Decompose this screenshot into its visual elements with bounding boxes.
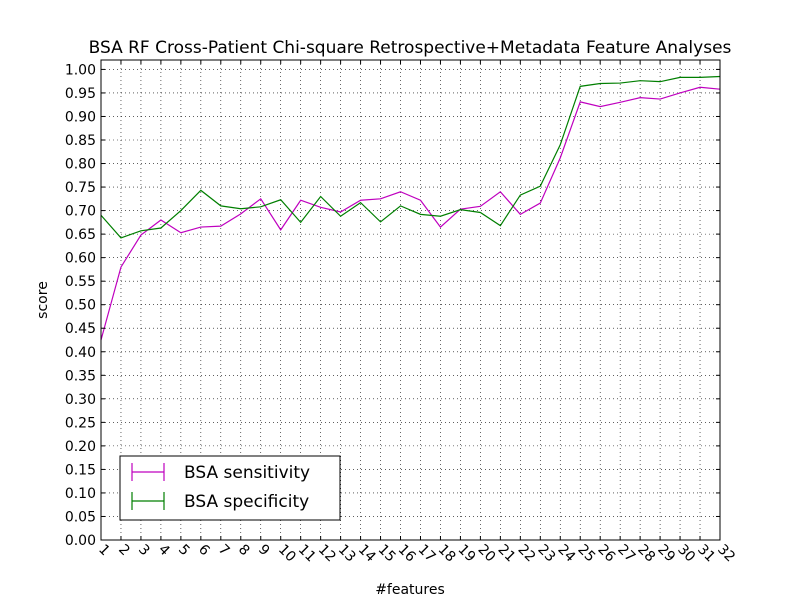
series-line-specificity: [100, 75, 721, 239]
y-tick-label: 0.55: [65, 274, 96, 290]
legend-label: BSA sensitivity: [184, 463, 310, 483]
y-tick-label: 0.90: [65, 109, 96, 125]
y-tick-label: 0.05: [65, 509, 96, 525]
legend-entry: BSA sensitivity: [131, 463, 310, 483]
y-tick-label: 0.15: [65, 462, 96, 478]
chart-title: BSA RF Cross-Patient Chi-square Retrospe…: [89, 38, 732, 58]
y-tick-label: 0.30: [65, 392, 96, 408]
legend-entries: BSA sensitivity BSA specificity: [131, 463, 310, 512]
y-tick-labels: 0.00 0.05 0.10 0.15 0.20 0.25 0.30 0.35 0.40 0.45…: [65, 62, 96, 549]
y-tick-label: 1.00: [65, 62, 96, 78]
y-tick-label: 0.50: [65, 298, 96, 314]
plot-area-frame: [100, 59, 721, 541]
series-lines: [100, 75, 721, 341]
y-tick-label: 0.70: [65, 204, 96, 220]
x-axis-label: #features: [375, 582, 445, 598]
legend-label: BSA specificity: [184, 492, 309, 512]
y-tick-label: 0.95: [65, 86, 96, 102]
y-tick-label: 0.65: [65, 227, 96, 243]
y-tick-label: 0.40: [65, 345, 96, 361]
axis-ticks: [100, 60, 721, 541]
series-line-sensitivity: [100, 86, 721, 341]
legend-box: [119, 455, 341, 521]
legend-entry: BSA specificity: [131, 492, 309, 512]
y-tick-label: 0.10: [65, 486, 96, 502]
legend: BSA sensitivity BSA specificity: [119, 455, 341, 521]
y-tick-label: 0.80: [65, 157, 96, 173]
y-tick-label: 0.35: [65, 368, 96, 384]
y-tick-label: 0.85: [65, 133, 96, 149]
y-tick-label: 0.20: [65, 439, 96, 455]
y-tick-label: 0.45: [65, 321, 96, 337]
y-tick-label: 0.00: [65, 533, 96, 549]
y-tick-label: 0.60: [65, 251, 96, 267]
y-tick-label: 0.25: [65, 415, 96, 431]
y-tick-label: 0.75: [65, 180, 96, 196]
y-axis-label: score: [35, 281, 51, 319]
x-tick-labels: 1 2 3 4 5 6 7 8 9 1011121314151617181920212223242…: [95, 542, 738, 566]
